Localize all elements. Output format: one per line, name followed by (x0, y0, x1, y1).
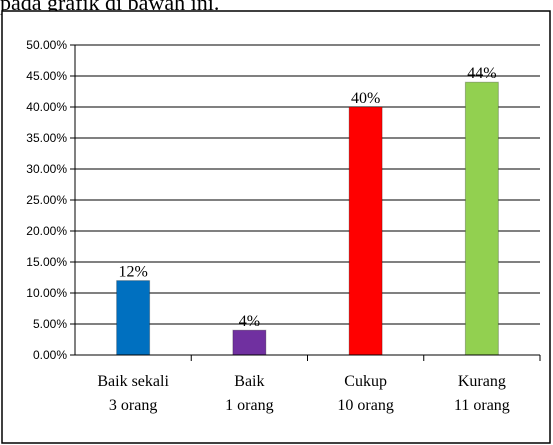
y-tick-label: 25.00% (26, 193, 67, 207)
category-label: Baik (234, 373, 264, 390)
chart-border (1, 10, 551, 444)
bar (348, 106, 383, 356)
category-label: Kurang (458, 373, 506, 390)
bars (116, 81, 499, 356)
gridlines (70, 44, 541, 361)
data-label: 40% (351, 90, 380, 107)
bar (464, 81, 499, 356)
y-tick-label: 40.00% (26, 100, 67, 114)
y-tick-label: 50.00% (26, 38, 67, 52)
data-labels: 12% 4% 40% 44% (118, 65, 496, 330)
y-tick-label: 5.00% (33, 317, 67, 331)
y-tick-label: 10.00% (26, 286, 67, 300)
category-label: 10 orang (337, 397, 393, 414)
x-axis-category-labels: Baik sekali 3 orang Baik 1 orang Cukup 10 ora… (97, 373, 509, 414)
category-label: 1 orang (225, 397, 273, 414)
y-axis-tick-labels: 0.00% 5.00% 10.00% 15.00% 20.00% 25.00% 30.00%… (26, 38, 67, 362)
y-tick-label: 35.00% (26, 131, 67, 145)
y-tick-label: 45.00% (26, 69, 67, 83)
data-label: 4% (239, 313, 260, 330)
data-label: 12% (118, 264, 147, 281)
bar (232, 329, 267, 356)
bar (116, 280, 151, 356)
category-label: Cukup (344, 373, 387, 390)
y-tick-label: 20.00% (26, 224, 67, 238)
category-label: Baik sekali (97, 373, 169, 390)
category-label: 11 orang (454, 397, 510, 414)
y-tick-label: 0.00% (33, 348, 67, 362)
category-label: 3 orang (109, 397, 157, 414)
data-label: 44% (467, 65, 496, 82)
y-tick-label: 15.00% (26, 255, 67, 269)
y-tick-label: 30.00% (26, 162, 67, 176)
